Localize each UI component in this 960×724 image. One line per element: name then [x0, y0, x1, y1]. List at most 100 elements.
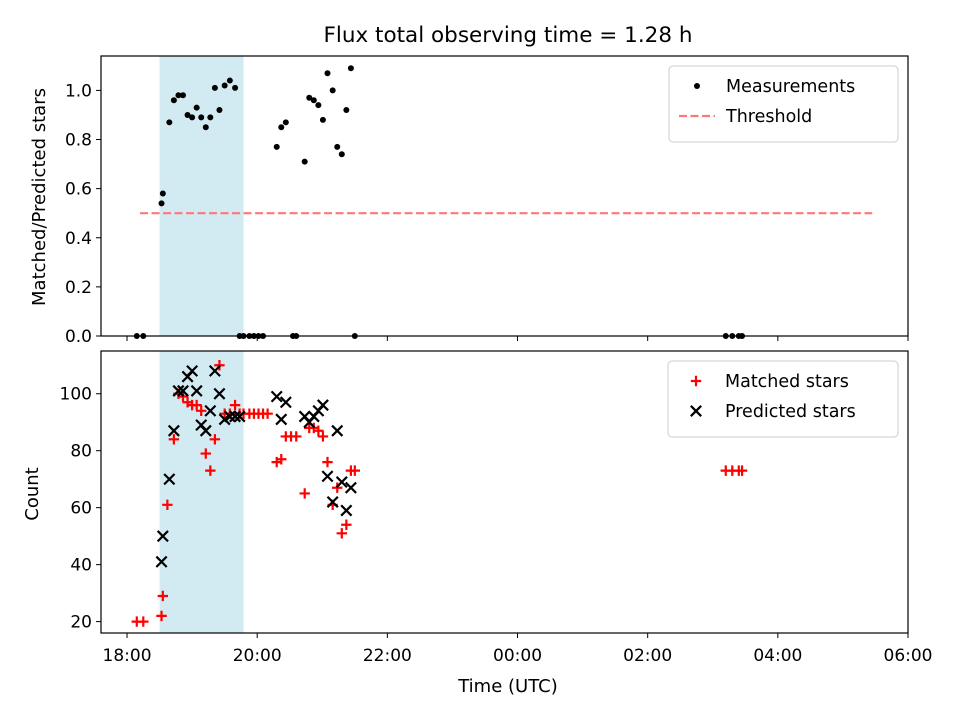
measurements-point: [329, 87, 336, 94]
matched-stars-point: [317, 431, 329, 442]
predicted-stars-point: [156, 530, 169, 543]
predicted-stars-point: [177, 384, 189, 397]
top-panel: 0.0 0.2 0.4 0.6 0.8 1.0 Measurements Threshold: [65, 55, 909, 347]
predicted-stars-point: [163, 473, 176, 486]
measurements-point: [158, 200, 165, 207]
measurements-point: [278, 124, 285, 131]
predicted-stars-point: [316, 399, 329, 412]
y-tick-label: 1.0: [65, 81, 92, 101]
predicted-stars-point: [229, 410, 242, 423]
predicted-stars-point: [279, 396, 292, 409]
y-tick-label: 0.6: [65, 180, 92, 200]
y-tick-label: 100: [60, 385, 92, 405]
matched-stars-point: [336, 528, 347, 539]
top-ylabel: Matched/Predicted stars: [29, 88, 50, 306]
observing-window-span: [159, 351, 244, 633]
measurements-point: [189, 114, 196, 121]
predicted-stars-point: [340, 504, 353, 517]
measurements-point: [211, 84, 218, 91]
matched-stars-point: [322, 456, 333, 468]
matched-stars-point: [191, 399, 202, 411]
bottom-ylabel: Count: [22, 467, 43, 520]
measurements-point: [306, 94, 313, 101]
legend-matched-stars-label: Matched stars: [725, 372, 849, 392]
measurements-point: [198, 114, 205, 121]
x-tick-label: 20:00: [233, 646, 282, 666]
predicted-stars-point: [167, 424, 180, 437]
predicted-stars-point: [270, 390, 283, 403]
matched-stars-point: [349, 465, 361, 476]
axes-frame: [100, 350, 909, 634]
matched-stars-point: [291, 431, 302, 442]
y-tick-label: 80: [70, 442, 92, 462]
bottom-panel: 20 40 60 80 100 18:00 20:00 22:00 00:00 02:00 04:0…: [60, 350, 933, 666]
measurements-point: [273, 143, 280, 150]
legend-measurements-swatch: [694, 83, 700, 89]
matched-stars-point: [200, 448, 211, 459]
measurements-point: [221, 82, 228, 89]
x-axis-label: Time (UTC): [457, 676, 558, 697]
matched-stars-point: [229, 399, 241, 411]
measurements-point: [170, 97, 177, 104]
measurements-point: [159, 190, 166, 197]
measurements-point: [193, 104, 200, 111]
matched-stars-point: [168, 434, 180, 445]
predicted-stars-point: [321, 470, 334, 483]
legend-matched-stars-swatch: [690, 375, 702, 387]
measurements-point: [232, 84, 239, 91]
predicted-stars-point: [344, 481, 357, 494]
x-tick-label: 06:00: [884, 646, 933, 666]
matched-stars-point: [196, 405, 207, 417]
measurements-point: [310, 97, 317, 104]
matched-stars-point: [205, 465, 216, 476]
predicted-stars-point: [275, 413, 288, 426]
measurements-point: [319, 116, 326, 123]
measurements-point: [347, 65, 354, 72]
matched-stars-point: [209, 434, 221, 445]
predicted-stars-point: [186, 364, 199, 377]
predicted-stars-point: [199, 424, 212, 437]
y-tick-label: 20: [70, 613, 92, 633]
measurements-point: [282, 119, 289, 126]
x-tick-label: 18:00: [103, 646, 152, 666]
predicted-stars-point: [190, 384, 203, 397]
y-tick-label: 60: [70, 499, 92, 519]
measurements-point: [226, 77, 233, 84]
measurements-point: [202, 124, 209, 131]
matched-stars-point: [138, 616, 149, 627]
y-tick-label: 0.0: [65, 327, 92, 347]
predicted-stars-point: [213, 387, 226, 400]
legend-box: [668, 65, 899, 143]
measurements-point: [175, 92, 182, 99]
axes-frame: [100, 55, 909, 337]
matched-stars-point: [276, 454, 287, 465]
y-tick-label: 0.2: [65, 278, 92, 298]
chart-title: Flux total observing time = 1.28 h: [324, 23, 693, 48]
measurements-point: [338, 151, 345, 158]
matched-stars-point: [341, 519, 352, 530]
matched-stars-point: [299, 488, 310, 499]
measurements-point: [315, 102, 322, 109]
predicted-stars-point: [233, 410, 246, 423]
predicted-stars-point: [335, 476, 348, 489]
legend-threshold-label: Threshold: [725, 107, 812, 127]
measurements-point: [180, 92, 187, 99]
matched-stars-point: [156, 610, 167, 622]
measurements-point: [216, 107, 223, 114]
predicted-stars-point: [204, 404, 217, 417]
measurements-point: [184, 111, 191, 118]
y-tick-label: 40: [70, 556, 92, 576]
predicted-stars-point: [223, 410, 236, 423]
x-tick-label: 04:00: [753, 646, 802, 666]
measurements-point: [301, 158, 308, 165]
predicted-stars-point: [172, 384, 185, 397]
measurements-point: [166, 119, 173, 126]
measurements-point: [324, 70, 331, 77]
legend-predicted-stars-label: Predicted stars: [725, 402, 856, 422]
x-tick-label: 02:00: [623, 646, 672, 666]
matched-stars-point: [262, 408, 273, 419]
x-tick-label: 22:00: [363, 646, 412, 666]
predicted-stars-point: [155, 555, 168, 568]
matched-stars-point: [157, 590, 169, 602]
